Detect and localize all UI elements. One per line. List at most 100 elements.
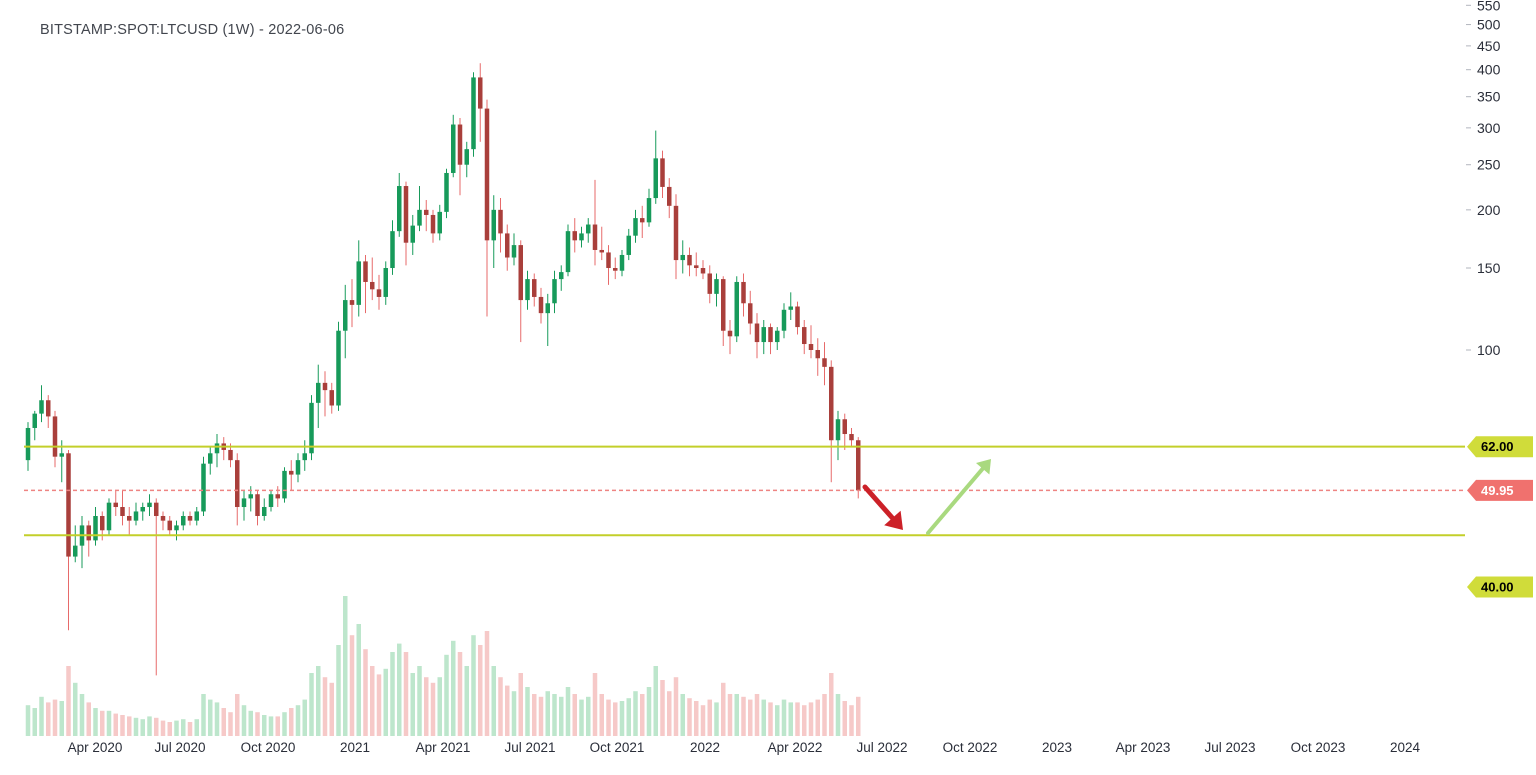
candle-body xyxy=(349,300,355,305)
volume-bar xyxy=(808,702,814,736)
candle-body xyxy=(478,77,483,109)
volume-pane xyxy=(25,596,861,736)
volume-bar xyxy=(336,645,341,736)
volume-bar xyxy=(309,673,314,736)
volume-bar xyxy=(93,708,98,736)
volume-bar xyxy=(754,694,760,736)
candle-body xyxy=(619,254,625,271)
volume-bar xyxy=(39,696,44,736)
candle-body xyxy=(376,289,382,297)
time-tick-label: Apr 2021 xyxy=(416,740,471,755)
candle-body xyxy=(100,516,105,531)
volume-bar xyxy=(208,699,213,736)
candle-body xyxy=(633,218,638,236)
volume-bar xyxy=(781,699,787,736)
candle-body xyxy=(363,261,368,282)
candle-body xyxy=(235,460,240,508)
volume-bar xyxy=(174,720,179,736)
candle-body xyxy=(464,149,469,165)
volume-bar xyxy=(100,710,105,736)
price-tick-label: 350 xyxy=(1477,89,1501,105)
candle-body xyxy=(849,434,854,441)
volume-bar xyxy=(734,694,739,736)
candle-body xyxy=(140,507,145,512)
candle-body xyxy=(552,279,557,304)
price-tick-label: 300 xyxy=(1477,120,1501,136)
price-tick-label: 100 xyxy=(1477,342,1501,358)
volume-bar xyxy=(471,635,476,736)
symbol-title: BITSTAMP:SPOT:LTCUSD (1W) - 2022-06-06 xyxy=(40,22,345,38)
volume-bar xyxy=(545,691,550,736)
volume-bar xyxy=(694,701,699,736)
candle-body xyxy=(437,211,442,234)
volume-bar xyxy=(262,715,267,736)
candle-body xyxy=(842,419,847,435)
volume-bar xyxy=(815,699,820,736)
candle-body xyxy=(727,330,733,337)
volume-bar xyxy=(822,694,827,736)
candle-body xyxy=(768,327,773,343)
volume-bar xyxy=(842,701,847,736)
candle-body xyxy=(295,460,301,475)
volume-bar xyxy=(322,677,328,736)
volume-bar xyxy=(106,710,112,736)
price-tick-label: 400 xyxy=(1477,62,1501,78)
candle-body xyxy=(599,249,604,253)
volume-bar xyxy=(586,696,591,736)
candle-body xyxy=(147,502,152,508)
candle-body xyxy=(201,463,206,512)
candle-body xyxy=(673,205,679,261)
time-tick-label: Jul 2022 xyxy=(856,740,907,755)
volume-bar xyxy=(626,698,631,736)
volume-bar xyxy=(478,645,483,736)
bearish-arrow[interactable] xyxy=(862,484,903,530)
candle-body xyxy=(73,545,78,557)
candle-body xyxy=(322,382,328,391)
bullish-arrow[interactable] xyxy=(926,459,991,535)
volume-bar xyxy=(788,702,793,736)
volume-bar xyxy=(410,673,415,736)
volume-bar xyxy=(491,666,496,736)
volume-bar xyxy=(241,705,247,736)
candle-body xyxy=(579,233,584,241)
time-tick-label: 2022 xyxy=(690,740,720,755)
volume-bar xyxy=(741,696,746,736)
candle-body xyxy=(343,300,348,331)
candle-body xyxy=(390,231,395,269)
candle-body xyxy=(565,231,571,273)
price-axis[interactable] xyxy=(1466,0,1536,736)
volume-bar xyxy=(721,682,726,736)
support-line-price-tag[interactable]: 40.00 xyxy=(1467,576,1533,598)
candle-body xyxy=(241,498,247,508)
time-tick-label: Apr 2022 xyxy=(768,740,823,755)
volume-bar xyxy=(133,717,139,736)
volume-bar xyxy=(282,712,287,736)
candle-body xyxy=(410,225,415,243)
candle-body xyxy=(457,124,463,165)
candle-body xyxy=(160,516,166,521)
volume-bar xyxy=(147,716,152,736)
volume-bar xyxy=(417,666,422,736)
time-tick-label: Jul 2021 xyxy=(504,740,555,755)
candle-body xyxy=(741,281,746,304)
candle-body xyxy=(424,209,429,215)
candle-body xyxy=(181,516,186,526)
candle-body xyxy=(356,261,361,305)
volume-bar xyxy=(201,694,206,736)
volume-bar xyxy=(52,699,58,736)
price-tick-label: 500 xyxy=(1477,17,1501,33)
candle-body xyxy=(289,470,294,475)
resistance-line-price-tag[interactable]: 62.00 xyxy=(1467,436,1533,458)
volume-bar xyxy=(606,699,611,736)
candle-body xyxy=(586,224,591,234)
candle-body xyxy=(255,494,260,516)
candle-body xyxy=(505,233,510,258)
time-axis[interactable] xyxy=(0,736,1536,775)
current-price-line-price-tag[interactable]: 49.95 xyxy=(1467,479,1533,501)
time-tick-label: 2024 xyxy=(1390,740,1421,755)
volume-bar xyxy=(646,687,652,736)
candle-body xyxy=(694,265,699,269)
volume-bar xyxy=(289,708,294,736)
candle-body xyxy=(167,520,172,531)
